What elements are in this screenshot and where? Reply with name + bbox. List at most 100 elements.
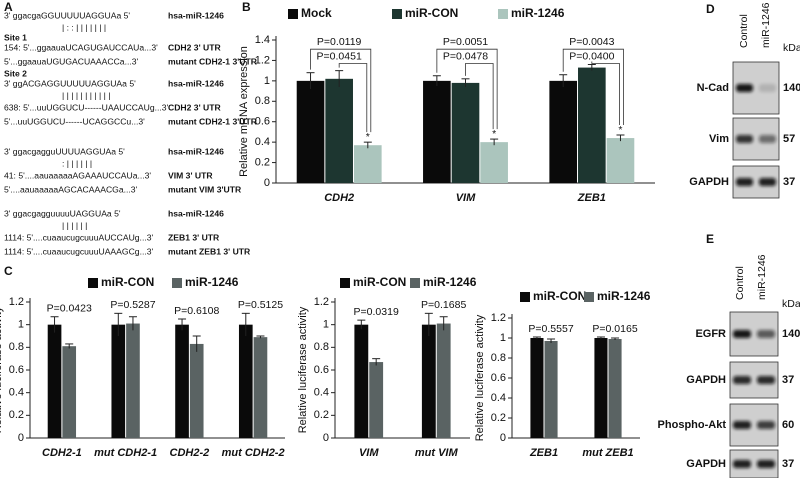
bar <box>325 78 353 183</box>
kda-label: 57 <box>783 133 795 145</box>
bar <box>608 339 622 438</box>
bar <box>353 145 382 183</box>
x-tick-label: ZEB1 <box>529 447 558 459</box>
x-tick-label: mut ZEB1 <box>582 447 633 459</box>
band <box>759 84 776 92</box>
legend-label: miR-CON <box>405 6 458 20</box>
y-tick-label: 0.2 <box>314 409 329 421</box>
x-tick-label: mut CDH2-1 <box>94 447 157 459</box>
error-bar <box>128 316 137 331</box>
legend-swatch <box>340 278 350 288</box>
p-value: P=0.5287 <box>110 299 155 311</box>
bar <box>578 67 606 183</box>
x-tick-label: VIM <box>359 447 379 459</box>
legend-label: miR-1246 <box>511 6 565 20</box>
significance: * <box>492 128 496 140</box>
y-axis-label: Relative mRNA expression <box>238 46 250 177</box>
error-bar <box>587 64 596 71</box>
protein-label: GAPDH <box>686 458 726 470</box>
band <box>736 135 753 143</box>
error-bar <box>241 312 250 336</box>
band <box>733 460 751 468</box>
p-value: P=0.0478 <box>443 50 488 62</box>
protein-label: Vim <box>709 133 729 145</box>
bracket <box>465 63 494 130</box>
bar <box>111 324 126 438</box>
sequence: 154: 5'...ggaauaUCAGUGAUCCAUa...3' <box>4 42 158 52</box>
panel-label: D <box>706 2 715 16</box>
error-bar <box>178 318 187 331</box>
p-value: P=0.5125 <box>238 299 283 311</box>
sequence: | | | | | | | | | | | <box>62 90 110 100</box>
band <box>757 330 775 338</box>
band <box>736 84 753 92</box>
y-axis-label: Relative luciferase activity <box>474 314 486 441</box>
y-tick-label: 0.8 <box>9 341 24 353</box>
unit-label: kDa <box>782 298 800 310</box>
x-tick-label: mut CDH2-2 <box>222 447 285 459</box>
band <box>733 330 751 338</box>
bar <box>62 346 77 438</box>
band <box>757 421 775 429</box>
lane-label: miR-1246 <box>760 2 772 48</box>
bracket <box>338 63 368 133</box>
unit-label: kDa <box>783 42 800 54</box>
target-name: hsa-miR-1246 <box>168 208 224 218</box>
p-value: P=0.5557 <box>528 323 573 335</box>
y-tick-label: 0.4 <box>491 392 506 404</box>
y-tick-label: 0 <box>264 177 270 189</box>
error-bar <box>596 336 605 339</box>
x-tick-label: mut VIM <box>415 447 459 459</box>
sequence: : | | | | | | <box>62 158 92 168</box>
band <box>733 421 751 429</box>
y-tick-label: 1.2 <box>9 296 24 308</box>
band <box>757 376 775 384</box>
sequence: 41: 5'....aauaaaaaAGAAAUCCAUa...3' <box>4 170 151 180</box>
legend-swatch <box>584 292 594 302</box>
kda-label: 60 <box>782 419 794 431</box>
legend-swatch <box>410 278 420 288</box>
lane-label: Control <box>734 266 746 300</box>
y-tick-label: 1 <box>323 319 329 331</box>
sequence: 3' ggacgagguUUUUAGGUAa 5' <box>4 146 125 156</box>
bar <box>594 338 608 438</box>
bar <box>544 341 558 438</box>
significance: * <box>366 131 370 143</box>
x-tick-label: ZEB1 <box>577 192 606 204</box>
error-bar <box>114 312 123 336</box>
target-name: hsa-miR-1246 <box>168 10 224 20</box>
y-tick-label: 0.8 <box>255 95 270 107</box>
legend-swatch <box>172 278 182 288</box>
error-bar <box>50 316 59 333</box>
error-bar <box>424 312 433 336</box>
sequence: 5'...ggaauaUGUGACUAAACCa...3' <box>4 56 139 66</box>
site-label: Site 2 <box>4 68 27 78</box>
bar <box>436 323 451 438</box>
target-name: mutant CDH2-1 3'UTR <box>168 56 258 66</box>
y-tick-label: 1 <box>264 75 270 87</box>
legend-label: miR-1246 <box>185 275 239 289</box>
protein-label: N-Cad <box>697 82 729 94</box>
band <box>759 135 776 143</box>
error-bar <box>461 78 470 87</box>
y-tick-label: 0 <box>500 432 506 444</box>
p-value: P=0.0165 <box>592 323 637 335</box>
kda-label: 140 <box>783 82 800 94</box>
p-value: P=0.6108 <box>174 305 219 317</box>
legend-swatch <box>88 278 98 288</box>
error-bar <box>372 358 381 366</box>
error-bar <box>611 337 620 340</box>
x-tick-label: VIM <box>456 192 476 204</box>
kda-label: 37 <box>782 374 794 386</box>
protein-label: EGFR <box>695 328 726 340</box>
y-tick-label: 1.2 <box>491 312 506 324</box>
bar <box>47 324 62 438</box>
y-tick-label: 1 <box>500 332 506 344</box>
bracket <box>310 48 372 133</box>
error-bar <box>363 141 372 149</box>
y-tick-label: 0.4 <box>255 136 270 148</box>
y-tick-label: 0.6 <box>9 364 24 376</box>
y-tick-label: 0.2 <box>491 412 506 424</box>
target-name: CDH2 3' UTR <box>168 102 221 112</box>
